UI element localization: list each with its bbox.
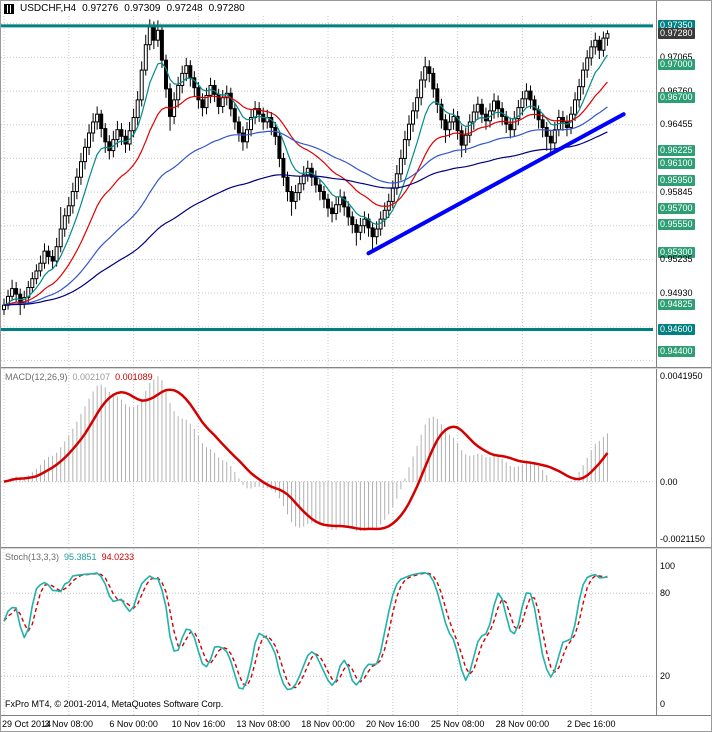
ohlc-open: 0.97276	[82, 3, 119, 14]
price-label-0.94600: 0.94600	[658, 324, 695, 335]
price-label-0.95845: 0.95845	[660, 186, 693, 197]
time-label-32: 6 Nov 00:00	[109, 719, 158, 729]
price-label-0.97000: 0.97000	[658, 59, 695, 71]
price-chart-canvas[interactable]	[1, 16, 656, 367]
price-label-0.97350: 0.97350	[658, 20, 695, 32]
stoch-indicator-label: Stoch(13,3,3) 95.3851 94.0233	[5, 552, 134, 562]
symbol-timeframe: USDCHF,H4	[20, 3, 77, 14]
price-label-0.95300: 0.95300	[658, 246, 695, 258]
macd-main-value: 0.002107	[72, 372, 111, 382]
time-label-80: 18 Nov 00:00	[301, 719, 355, 729]
price-label-0.96760: 0.96760	[660, 85, 693, 96]
time-label-64: 13 Nov 08:00	[236, 719, 290, 729]
time-label-96: 20 Nov 16:00	[366, 719, 420, 729]
price-label-0.95950: 0.95950	[658, 175, 695, 186]
ohlc-high: 0.97309	[124, 3, 161, 14]
price-label-0.96225: 0.96225	[658, 144, 695, 156]
time-label-145: 2 Dec 16:00	[566, 719, 616, 729]
macd-axis-zero: 0.00	[660, 476, 678, 487]
price-label-0.94400: 0.94400	[658, 346, 695, 357]
panel-splitter-stoch[interactable]	[1, 547, 711, 549]
price-label-0.95700: 0.95700	[658, 202, 695, 214]
price-label-0.95235: 0.95235	[660, 253, 693, 264]
macd-axis-max: 0.0041950	[660, 371, 703, 381]
stoch-axis-label-80: 80	[660, 588, 671, 599]
price-label-0.94825: 0.94825	[658, 299, 695, 311]
panel-splitter-macd[interactable]	[1, 367, 711, 369]
time-label-16: 3 Nov 08:00	[44, 719, 94, 729]
time-label-112: 25 Nov 08:00	[430, 719, 485, 729]
stoch-axis-label-100: 100	[660, 560, 676, 571]
time-label-128: 28 Nov 00:00	[495, 719, 550, 729]
stoch-name: Stoch(13,3,3)	[5, 552, 60, 562]
time-label-48: 10 Nov 16:00	[171, 719, 226, 729]
price-label-0.94930: 0.94930	[660, 287, 693, 298]
ohlc-low: 0.97248	[166, 3, 203, 14]
macd-signal-value: 0.001089	[115, 372, 153, 382]
macd-name: MACD(12,26,9)	[5, 372, 68, 382]
price-label-0.96455: 0.96455	[660, 119, 693, 130]
macd-indicator-label: MACD(12,26,9) 0.002107 0.001089	[5, 372, 153, 382]
chart-title-bar: USDCHF,H4 0.97276 0.97309 0.97248 0.9728…	[1, 1, 251, 16]
stoch-axis-label-0: 0	[660, 698, 666, 709]
price-scale[interactable]: 0.97350 0.97280 0.97065 0.97000 0.96760 0.967…	[656, 1, 711, 715]
macd-chart-canvas[interactable]	[1, 369, 656, 546]
stoch-d-value: 94.0233	[101, 552, 135, 562]
stoch-k-value: 95.3851	[64, 552, 97, 562]
price-label-0.97280: 0.97280	[658, 28, 695, 40]
price-label-0.96100: 0.96100	[658, 158, 695, 170]
stoch-chart-canvas[interactable]	[1, 549, 656, 715]
chart-icon	[4, 3, 14, 14]
stoch-axis-label-20: 20	[660, 671, 671, 682]
price-label-0.96700: 0.96700	[658, 92, 695, 104]
time-scale[interactable]: 29 Oct 2014 3 Nov 08:00 6 Nov 00:00 10 Nov …	[1, 715, 711, 731]
price-label-0.97065: 0.97065	[660, 51, 693, 62]
price-label-0.95550: 0.95550	[658, 219, 695, 231]
macd-axis-min: -0.0021150	[660, 534, 705, 544]
time-label-0: 29 Oct 2014	[2, 719, 52, 729]
copyright-text: FxPro MT4, © 2001-2014, MetaQuotes Softw…	[5, 699, 224, 709]
ohlc-close: 0.97280	[208, 3, 245, 14]
